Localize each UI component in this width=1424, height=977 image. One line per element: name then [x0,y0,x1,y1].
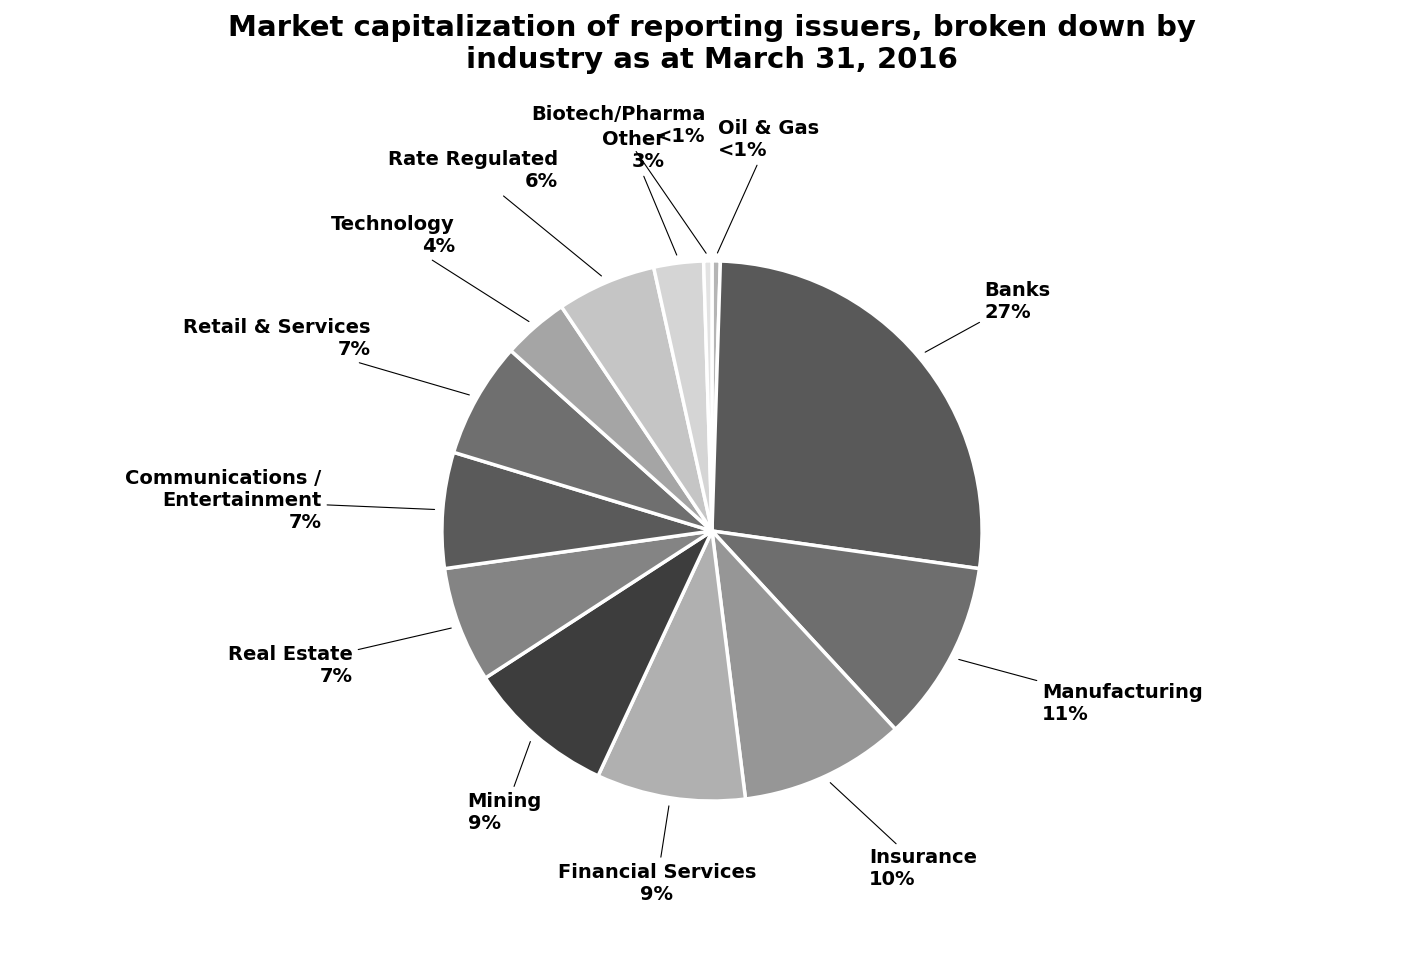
Wedge shape [486,531,712,776]
Text: Technology
4%: Technology 4% [332,215,528,321]
Text: Manufacturing
11%: Manufacturing 11% [958,659,1203,724]
Text: Other
3%: Other 3% [601,130,676,255]
Wedge shape [444,531,712,678]
Wedge shape [511,307,712,531]
Wedge shape [561,268,712,531]
Wedge shape [654,261,712,531]
Wedge shape [441,452,712,569]
Wedge shape [454,351,712,531]
Text: Insurance
10%: Insurance 10% [830,783,977,889]
Text: Retail & Services
7%: Retail & Services 7% [184,319,470,395]
Wedge shape [712,531,896,799]
Wedge shape [598,531,746,801]
Wedge shape [703,261,712,531]
Text: Mining
9%: Mining 9% [467,742,541,832]
Text: Rate Regulated
6%: Rate Regulated 6% [387,150,601,276]
Text: Communications /
Entertainment
7%: Communications / Entertainment 7% [125,469,434,532]
Text: Banks
27%: Banks 27% [926,280,1051,352]
Text: Biotech/Pharma
<1%: Biotech/Pharma <1% [531,106,706,253]
Text: Financial Services
9%: Financial Services 9% [558,806,756,904]
Text: Real Estate
7%: Real Estate 7% [228,628,451,686]
Wedge shape [712,261,983,569]
Title: Market capitalization of reporting issuers, broken down by
industry as at March : Market capitalization of reporting issue… [228,14,1196,74]
Wedge shape [712,261,721,531]
Wedge shape [712,531,980,729]
Text: Oil & Gas
<1%: Oil & Gas <1% [718,119,819,253]
